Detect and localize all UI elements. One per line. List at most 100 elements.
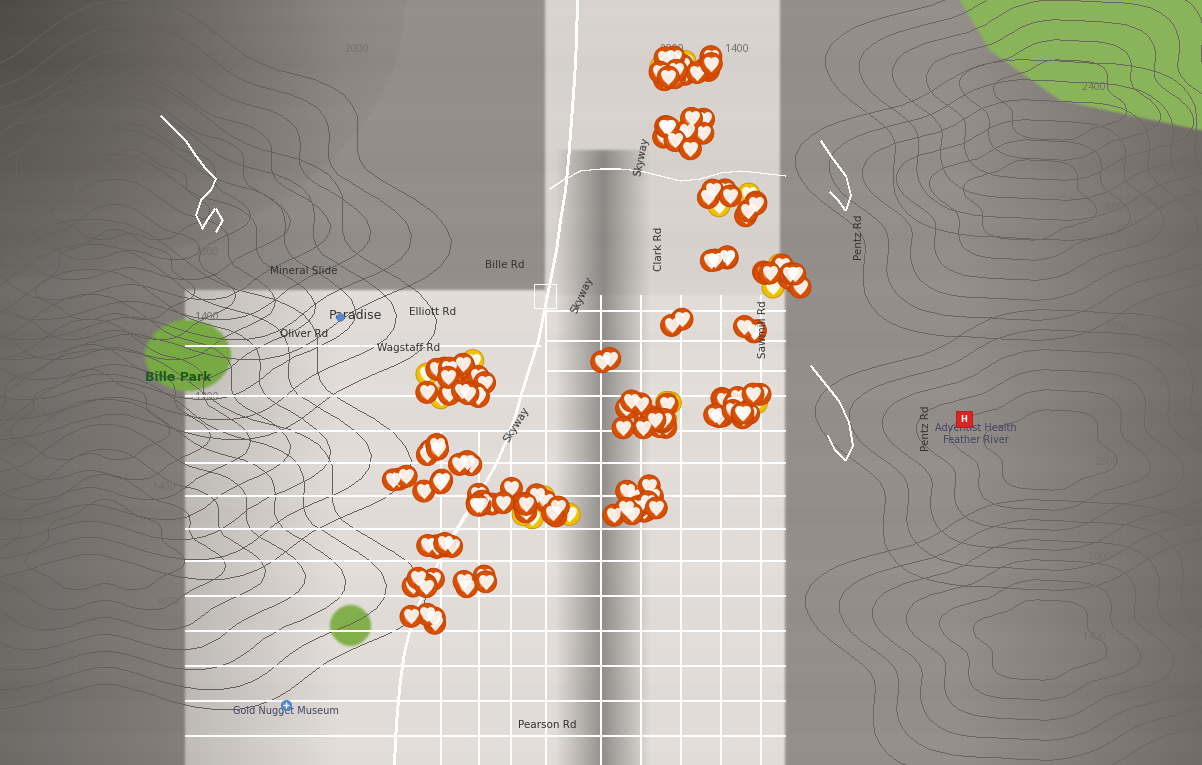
Circle shape (650, 56, 672, 78)
Circle shape (661, 396, 672, 408)
Circle shape (745, 191, 767, 213)
Circle shape (682, 110, 703, 132)
Circle shape (460, 581, 472, 592)
Circle shape (620, 390, 642, 412)
Circle shape (645, 497, 667, 519)
Circle shape (400, 470, 412, 482)
Circle shape (444, 389, 454, 400)
Circle shape (677, 314, 688, 325)
Circle shape (657, 66, 679, 88)
Circle shape (644, 409, 666, 431)
Circle shape (441, 536, 463, 558)
Circle shape (662, 46, 685, 68)
Circle shape (763, 268, 775, 279)
Circle shape (615, 497, 637, 519)
Circle shape (656, 416, 668, 428)
Circle shape (620, 503, 632, 514)
Circle shape (432, 363, 442, 375)
Circle shape (654, 67, 666, 78)
Circle shape (500, 477, 523, 500)
Circle shape (767, 282, 779, 293)
Circle shape (716, 410, 728, 422)
Circle shape (743, 321, 764, 343)
Circle shape (626, 396, 637, 407)
Circle shape (743, 188, 755, 200)
Circle shape (481, 493, 502, 515)
Circle shape (712, 405, 733, 427)
Circle shape (647, 502, 659, 513)
Circle shape (432, 444, 444, 455)
Circle shape (718, 394, 730, 405)
Text: Skyway: Skyway (502, 405, 531, 444)
Circle shape (608, 509, 619, 521)
Text: Pentz Rd: Pentz Rd (855, 214, 864, 260)
Circle shape (435, 477, 446, 489)
Circle shape (709, 409, 720, 421)
Circle shape (416, 444, 439, 466)
Circle shape (466, 494, 488, 516)
Circle shape (478, 377, 490, 389)
Circle shape (629, 490, 641, 502)
Circle shape (677, 134, 698, 155)
Circle shape (702, 179, 724, 201)
Circle shape (656, 116, 679, 138)
Circle shape (750, 325, 761, 337)
Circle shape (709, 254, 721, 265)
Text: Elliott Rd: Elliott Rd (409, 307, 457, 317)
Circle shape (471, 490, 493, 513)
Circle shape (618, 422, 629, 434)
Circle shape (661, 50, 683, 73)
Circle shape (472, 489, 484, 500)
Circle shape (636, 499, 657, 521)
Circle shape (551, 510, 561, 522)
Circle shape (737, 407, 749, 418)
Circle shape (773, 260, 796, 282)
Circle shape (686, 115, 698, 126)
Circle shape (664, 129, 686, 151)
Circle shape (426, 358, 448, 380)
Circle shape (439, 363, 451, 374)
Circle shape (662, 71, 674, 83)
Circle shape (665, 397, 676, 409)
Circle shape (795, 282, 805, 293)
Circle shape (706, 51, 716, 63)
Circle shape (641, 504, 653, 516)
Circle shape (486, 498, 498, 509)
Circle shape (615, 480, 637, 503)
Circle shape (429, 617, 440, 629)
Circle shape (784, 263, 805, 285)
Circle shape (422, 568, 445, 591)
Circle shape (757, 266, 769, 278)
Circle shape (538, 491, 549, 503)
Circle shape (423, 612, 446, 634)
Circle shape (472, 391, 484, 402)
Text: Pentz Rd: Pentz Rd (921, 405, 930, 451)
Circle shape (626, 508, 637, 519)
Circle shape (405, 610, 417, 622)
Circle shape (416, 604, 438, 625)
Circle shape (421, 386, 433, 398)
Circle shape (614, 499, 636, 521)
Circle shape (412, 480, 435, 502)
Circle shape (662, 122, 673, 133)
Circle shape (603, 504, 625, 526)
Circle shape (492, 492, 514, 513)
Circle shape (760, 268, 770, 279)
Circle shape (716, 392, 727, 404)
Circle shape (439, 363, 451, 375)
Circle shape (430, 540, 442, 552)
Circle shape (654, 409, 676, 431)
Circle shape (522, 507, 543, 529)
Circle shape (660, 414, 672, 425)
Circle shape (655, 391, 678, 413)
Circle shape (423, 607, 445, 629)
Circle shape (697, 187, 719, 209)
Circle shape (632, 417, 654, 439)
Circle shape (668, 51, 679, 63)
Circle shape (612, 417, 633, 439)
Circle shape (465, 459, 476, 470)
Circle shape (680, 107, 702, 129)
Circle shape (442, 372, 454, 383)
Circle shape (641, 405, 662, 428)
Circle shape (654, 421, 665, 432)
